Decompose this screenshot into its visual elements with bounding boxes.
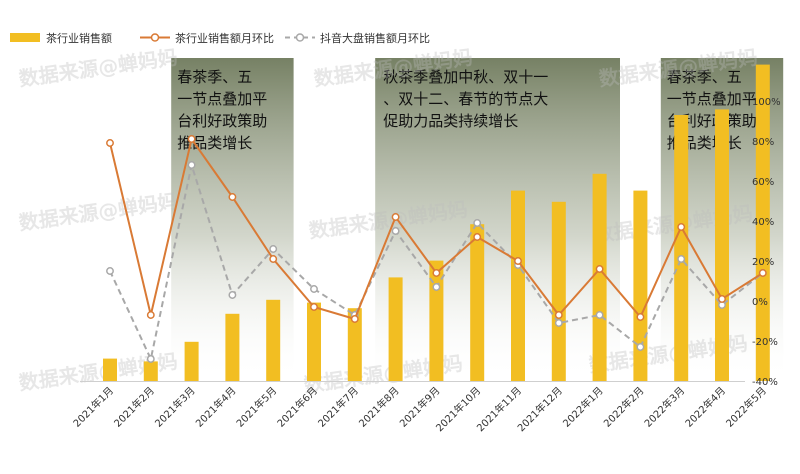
legend-industry-label: 茶行业销售额月环比 xyxy=(175,31,274,45)
x-tick-label: 2021年3月 xyxy=(152,384,198,430)
point-industry-2021年5月 xyxy=(269,255,278,263)
watermark-1: 数据来源@蝉妈妈 xyxy=(17,45,179,91)
annotation-3-line-3: 台利好政策助 xyxy=(667,112,757,130)
point-douyin-2021年3月 xyxy=(187,161,196,169)
point-industry-2021年4月 xyxy=(228,193,237,201)
point-douyin-2022年1月 xyxy=(595,311,604,319)
bar-2021年11月 xyxy=(511,190,525,381)
annotation-2-line-1: 秋茶季叠加中秋、双十一 xyxy=(383,68,548,86)
bar-2021年2月 xyxy=(143,361,158,381)
x-tick-label: 2021年6月 xyxy=(274,384,320,430)
point-industry-2021年6月 xyxy=(310,303,318,311)
point-industry-2021年11月 xyxy=(514,257,522,265)
point-douyin-2022年3月 xyxy=(677,255,686,263)
bar-2021年10月 xyxy=(470,224,485,381)
annotation-2-line-3: 促助力品类持续增长 xyxy=(383,112,518,130)
bar-2021年8月 xyxy=(388,277,403,381)
point-industry-2022年1月 xyxy=(595,265,604,273)
bar-2022年5月 xyxy=(755,64,770,381)
point-douyin-2021年4月 xyxy=(228,291,237,299)
point-douyin-2021年1月 xyxy=(106,267,114,275)
annotation-1-line-4: 推品类增长 xyxy=(177,134,252,152)
legend-industry-marker xyxy=(150,33,160,42)
x-tick-label: 2021年5月 xyxy=(233,384,279,430)
y-tick-label: 60% xyxy=(752,177,774,188)
bar-2021年4月 xyxy=(225,313,240,381)
bar-2022年3月 xyxy=(674,115,689,381)
x-tick-label: 2022年2月 xyxy=(601,384,647,430)
bar-2022年1月 xyxy=(592,173,607,381)
point-industry-2021年1月 xyxy=(106,139,114,147)
annotation-1-line-1: 春茶季、五 xyxy=(177,68,252,86)
shaded-period-2 xyxy=(375,58,620,381)
y-tick-label: 0% xyxy=(752,297,768,308)
bar-2022年2月 xyxy=(633,190,648,381)
bar-2021年1月 xyxy=(103,358,117,381)
point-industry-2022年5月 xyxy=(758,269,767,277)
watermark-4: 数据来源@蝉妈妈 xyxy=(17,189,179,235)
bar-2021年12月 xyxy=(551,201,566,381)
x-tick-label: 2021年1月 xyxy=(70,384,116,430)
y-tick-label: 20% xyxy=(752,257,774,268)
x-tick-label: 2021年2月 xyxy=(111,384,157,430)
x-tick-label: 2022年4月 xyxy=(682,384,728,430)
bar-2021年5月 xyxy=(266,299,281,381)
point-industry-2021年3月 xyxy=(187,135,196,143)
x-tick-label: 2021年9月 xyxy=(397,384,443,430)
annotation-1-line-2: 一节点叠加平 xyxy=(177,90,267,108)
bar-2022年4月 xyxy=(715,109,729,382)
point-douyin-2021年5月 xyxy=(269,245,278,253)
y-tick-label: 100% xyxy=(752,97,781,108)
point-industry-2022年4月 xyxy=(718,295,726,303)
y-tick-label: -40% xyxy=(752,377,778,388)
y-tick-label: 80% xyxy=(752,137,774,148)
point-douyin-2021年2月 xyxy=(146,355,155,363)
x-tick-label: 2021年4月 xyxy=(193,384,239,430)
point-douyin-2021年12月 xyxy=(554,319,563,327)
annotations: 春茶季、五一节点叠加平台利好政策助推品类增长秋茶季叠加中秋、双十一、双十二、春节… xyxy=(177,68,757,152)
legend-bar-label: 茶行业销售额 xyxy=(46,31,112,45)
annotation-3-line-1: 春茶季、五 xyxy=(667,68,742,86)
point-industry-2021年2月 xyxy=(146,311,155,319)
line-series xyxy=(106,135,767,363)
annotation-3-line-2: 一节点叠加平 xyxy=(667,90,757,108)
legend-douyin-marker xyxy=(295,33,305,42)
legend: 茶行业销售额 茶行业销售额月环比 抖音大盘销售额月环比 xyxy=(10,31,430,45)
legend-bar-swatch xyxy=(10,33,40,42)
point-industry-2021年10月 xyxy=(473,233,482,241)
bar-2021年7月 xyxy=(347,308,362,381)
point-douyin-2021年9月 xyxy=(432,283,441,291)
point-douyin-2022年2月 xyxy=(636,343,645,351)
x-tick-label: 2022年3月 xyxy=(641,384,687,430)
bar-series xyxy=(103,64,770,382)
annotation-2-line-2: 、双十二、春节的节点大 xyxy=(383,90,548,108)
annotation-1-line-3: 台利好政策助 xyxy=(177,112,267,130)
point-douyin-2021年10月 xyxy=(473,219,482,227)
x-tick-label: 2022年5月 xyxy=(723,384,769,430)
x-tick-label: 2022年1月 xyxy=(560,384,606,430)
legend-douyin-label: 抖音大盘销售额月环比 xyxy=(320,31,430,45)
x-tick-label: 2021年8月 xyxy=(356,384,402,430)
point-industry-2021年7月 xyxy=(350,315,359,323)
point-industry-2021年12月 xyxy=(554,311,563,319)
bar-2021年3月 xyxy=(184,341,199,381)
point-industry-2021年8月 xyxy=(391,213,400,221)
point-industry-2022年2月 xyxy=(636,313,645,321)
right-y-axis: 100% 80% 60% 40% 20% 0% -20% -40% xyxy=(752,97,781,388)
x-axis: 2021年1月2021年2月2021年3月2021年4月2021年5月2021年… xyxy=(70,381,769,434)
y-tick-label: -20% xyxy=(752,337,778,348)
point-douyin-2021年6月 xyxy=(310,285,318,293)
point-douyin-2021年8月 xyxy=(391,227,400,235)
point-industry-2022年3月 xyxy=(677,223,686,231)
y-tick-label: 40% xyxy=(752,217,774,228)
bar-2021年9月 xyxy=(429,260,444,381)
bar-2021年6月 xyxy=(307,302,321,381)
point-industry-2021年9月 xyxy=(432,269,441,277)
